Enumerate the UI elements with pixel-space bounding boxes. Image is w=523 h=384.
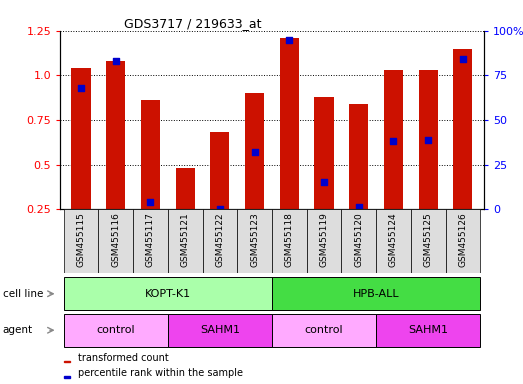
Text: GDS3717 / 219633_at: GDS3717 / 219633_at: [124, 17, 261, 30]
FancyBboxPatch shape: [98, 209, 133, 273]
Text: GSM455118: GSM455118: [285, 212, 294, 267]
Bar: [72, 68, 90, 209]
Text: SAHM1: SAHM1: [200, 325, 240, 335]
Text: GSM455123: GSM455123: [250, 212, 259, 267]
Point: [111, 58, 120, 64]
Bar: [314, 97, 334, 209]
Text: GSM455124: GSM455124: [389, 212, 398, 267]
Bar: [349, 104, 368, 209]
Bar: [453, 49, 472, 209]
FancyBboxPatch shape: [272, 277, 480, 310]
FancyBboxPatch shape: [64, 314, 168, 347]
Bar: [419, 70, 438, 209]
Text: GSM455125: GSM455125: [424, 212, 433, 267]
Point: [251, 149, 259, 155]
Bar: [245, 93, 264, 209]
Text: GSM455120: GSM455120: [354, 212, 363, 267]
FancyBboxPatch shape: [168, 209, 202, 273]
Bar: [384, 70, 403, 209]
FancyBboxPatch shape: [64, 277, 272, 310]
Point: [424, 137, 433, 143]
Text: SAHM1: SAHM1: [408, 325, 448, 335]
FancyBboxPatch shape: [168, 314, 272, 347]
Text: GSM455122: GSM455122: [215, 212, 224, 267]
Text: HPB-ALL: HPB-ALL: [353, 289, 400, 299]
Point: [389, 138, 397, 144]
FancyBboxPatch shape: [376, 209, 411, 273]
Text: transformed count: transformed count: [78, 353, 169, 363]
Bar: [280, 38, 299, 209]
Bar: [64, 361, 70, 362]
FancyBboxPatch shape: [342, 209, 376, 273]
Bar: [106, 61, 125, 209]
FancyBboxPatch shape: [272, 209, 306, 273]
Point: [77, 85, 85, 91]
FancyBboxPatch shape: [202, 209, 237, 273]
Point: [320, 179, 328, 185]
Point: [285, 36, 293, 43]
FancyBboxPatch shape: [446, 209, 480, 273]
FancyBboxPatch shape: [376, 314, 480, 347]
Text: KOPT-K1: KOPT-K1: [145, 289, 191, 299]
Bar: [64, 376, 70, 378]
Bar: [176, 168, 195, 209]
Text: percentile rank within the sample: percentile rank within the sample: [78, 368, 243, 378]
Text: GSM455119: GSM455119: [320, 212, 328, 267]
Point: [146, 199, 155, 205]
Text: GSM455121: GSM455121: [180, 212, 190, 267]
Point: [181, 214, 189, 220]
FancyBboxPatch shape: [306, 209, 342, 273]
Bar: [141, 100, 160, 209]
FancyBboxPatch shape: [272, 314, 376, 347]
FancyBboxPatch shape: [411, 209, 446, 273]
Text: GSM455117: GSM455117: [146, 212, 155, 267]
Text: control: control: [305, 325, 344, 335]
Point: [355, 204, 363, 210]
Point: [459, 56, 467, 62]
Bar: [210, 132, 230, 209]
Text: agent: agent: [3, 325, 33, 335]
FancyBboxPatch shape: [133, 209, 168, 273]
Text: GSM455126: GSM455126: [459, 212, 468, 267]
Point: [215, 206, 224, 212]
FancyBboxPatch shape: [237, 209, 272, 273]
FancyBboxPatch shape: [64, 209, 98, 273]
Text: GSM455115: GSM455115: [76, 212, 85, 267]
Text: GSM455116: GSM455116: [111, 212, 120, 267]
Text: control: control: [96, 325, 135, 335]
Text: cell line: cell line: [3, 289, 43, 299]
